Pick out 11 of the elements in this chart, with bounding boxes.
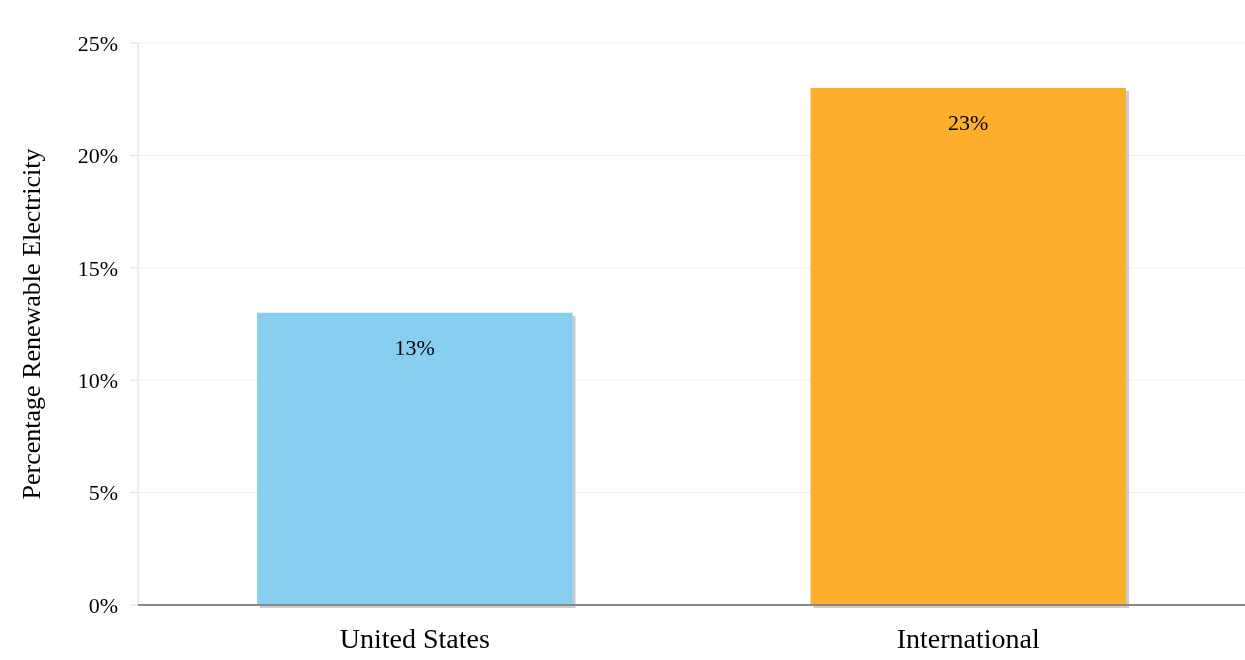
x-tick-label: International (896, 623, 1040, 654)
data-label: 13% (394, 334, 435, 360)
x-tick-label: United States (339, 623, 490, 654)
y-tick-label: 0% (88, 592, 118, 618)
y-tick-label: 20% (77, 143, 118, 169)
y-axis-title: Percentage Renewable Electricity (17, 148, 46, 500)
y-tick-label: 15% (77, 255, 118, 281)
y-tick-label: 25% (77, 30, 118, 56)
data-label: 23% (948, 109, 989, 135)
y-tick-label: 5% (88, 480, 118, 506)
y-tick-label: 10% (77, 367, 118, 393)
